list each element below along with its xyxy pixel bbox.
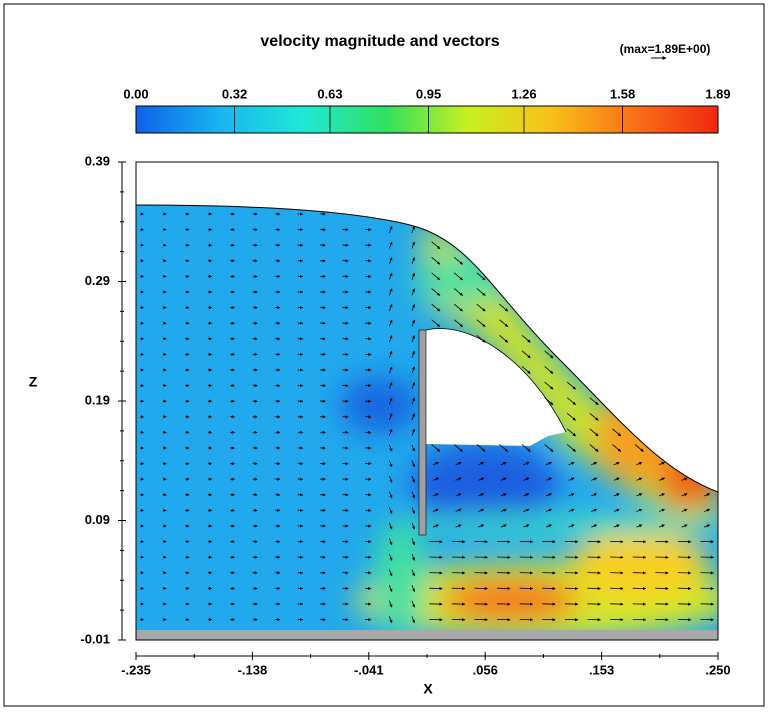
contour-field (136, 200, 735, 640)
x-tick-label: -.235 (121, 662, 151, 677)
y-tick-label: 0.19 (85, 392, 110, 407)
colorbar-tick-label: 0.95 (416, 86, 441, 101)
field-blob (660, 450, 720, 510)
colorbar-tick-label: 1.58 (610, 86, 635, 101)
colorbar-tick-label: 0.00 (123, 86, 148, 101)
field-blob (570, 530, 710, 600)
y-axis-label: Z (29, 374, 38, 390)
x-tick-label: .153 (589, 662, 614, 677)
chart-title: velocity magnitude and vectors (260, 33, 499, 50)
plate (419, 330, 426, 535)
colorbar-tick-label: 0.63 (317, 86, 342, 101)
x-tick-label: -.138 (238, 662, 268, 677)
colorbar-tick-label: 1.89 (705, 86, 730, 101)
x-tick-label: .056 (473, 662, 498, 677)
colorbar-tick-label: 0.32 (222, 86, 247, 101)
x-tick-label: .250 (705, 662, 730, 677)
colorbar (136, 106, 718, 133)
y-tick-label: -0.01 (80, 631, 110, 646)
field-blob (400, 515, 720, 535)
y-tick-label: 0.09 (85, 512, 110, 527)
floor (136, 630, 718, 640)
max-label: (max=1.89E+00) (620, 42, 711, 56)
field-blob (375, 520, 425, 640)
x-tick-label: -.041 (354, 662, 384, 677)
x-axis-label: X (423, 681, 433, 697)
field-blob (440, 578, 580, 622)
colorbar-tick-label: 1.26 (511, 86, 536, 101)
y-tick-label: 0.29 (85, 273, 110, 288)
field-blob (340, 377, 420, 433)
y-tick-label: 0.39 (85, 153, 110, 168)
field-blob (410, 443, 560, 527)
